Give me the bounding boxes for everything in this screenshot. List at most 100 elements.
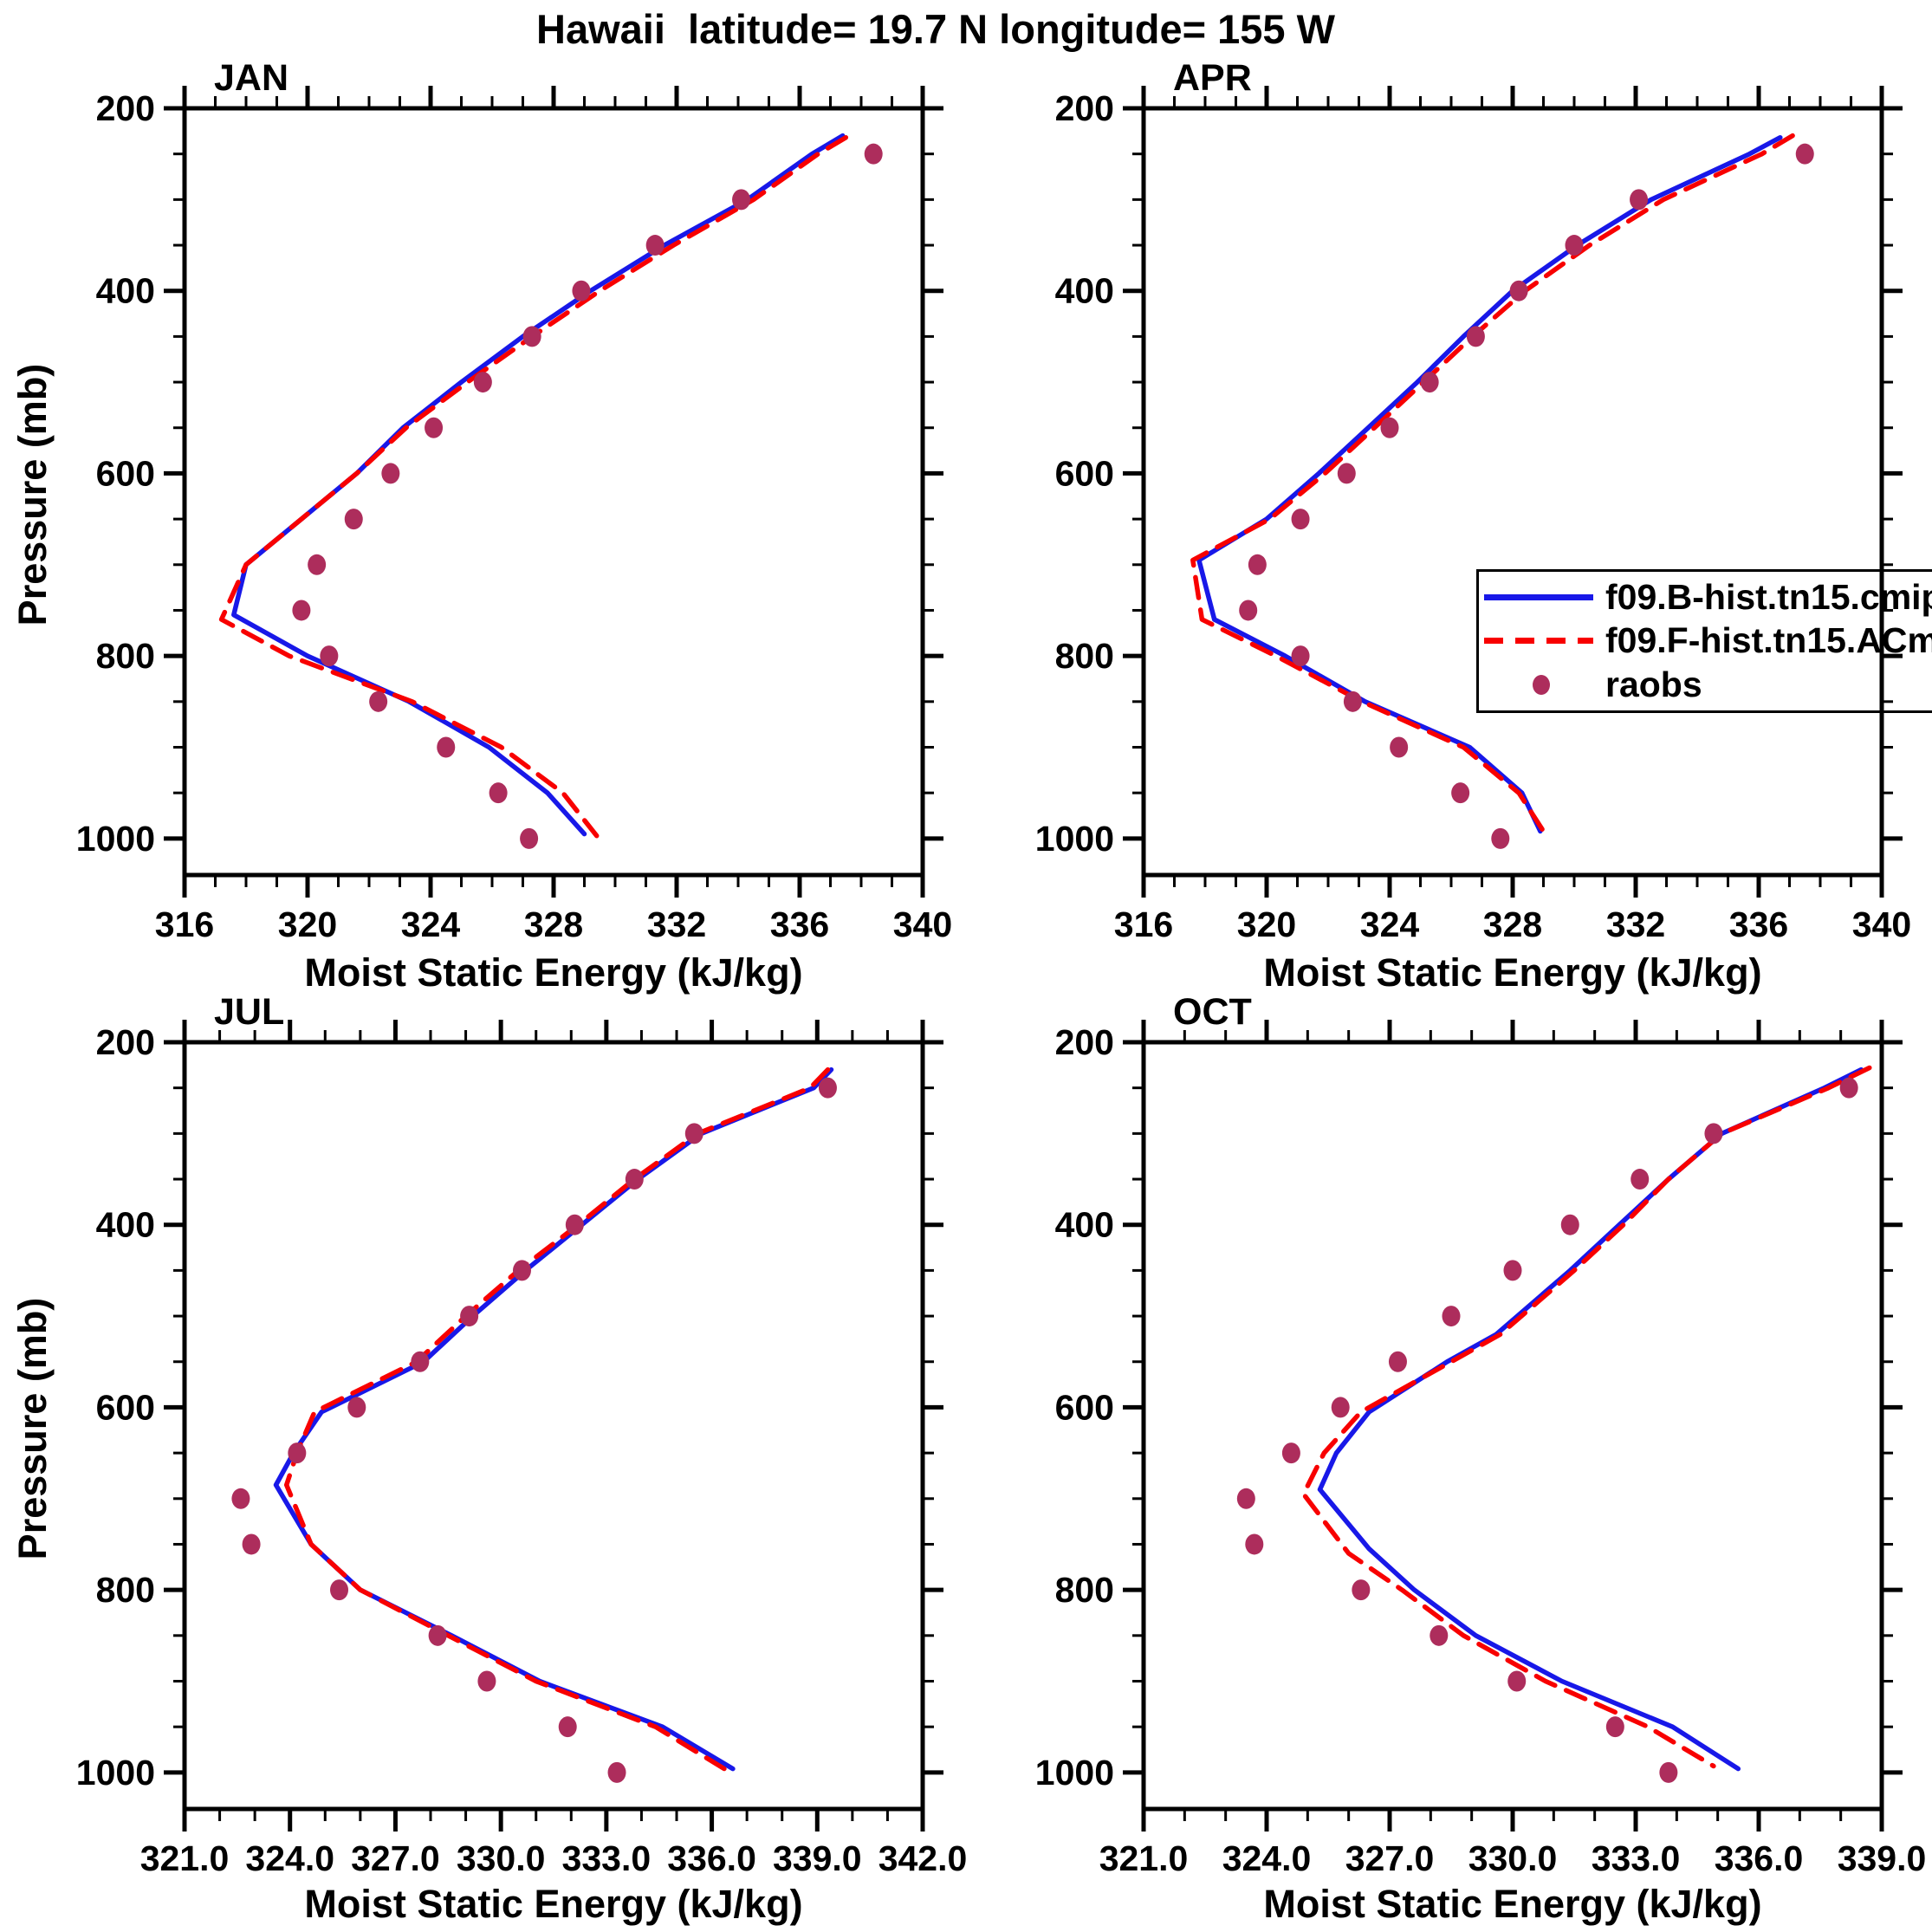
y-tick-label: 600 <box>96 1387 155 1427</box>
raobs-point <box>1430 1624 1449 1646</box>
x-tick-label: 336 <box>1729 904 1788 944</box>
legend-line-model-b <box>1484 593 1593 600</box>
x-tick-label: 324.0 <box>1222 1838 1312 1878</box>
raobs-point <box>1839 1077 1858 1099</box>
raobs-point <box>428 1624 447 1646</box>
raobs-point <box>1388 1351 1407 1372</box>
raobs-point <box>1245 1533 1264 1555</box>
raobs-points <box>231 1077 837 1783</box>
raobs-point <box>1337 463 1356 484</box>
raobs-point <box>1451 782 1470 804</box>
y-tick-label: 200 <box>1055 88 1114 128</box>
x-tick-label: 324 <box>401 904 461 944</box>
raobs-point <box>477 1670 496 1692</box>
x-tick-label: 339.0 <box>1838 1838 1927 1878</box>
raobs-point <box>1630 189 1649 211</box>
x-tick-label: 330.0 <box>1468 1838 1558 1878</box>
raobs-point <box>1281 1443 1300 1464</box>
x-tick-label: 327.0 <box>351 1838 440 1878</box>
panel-frame <box>182 1040 925 1812</box>
legend-row-raobs: raobs <box>1479 664 1932 707</box>
raobs-point <box>437 736 456 758</box>
y-tick-label: 400 <box>1055 1205 1114 1245</box>
panel-jul: 321.0 324.0 327.0 330.0 333.0 336.0 339.0 342.0… <box>76 1020 968 1878</box>
raobs-point <box>411 1351 430 1372</box>
raobs-point <box>1239 600 1258 621</box>
curve-model-f <box>1190 133 1795 834</box>
raobs-point <box>347 1397 366 1418</box>
y-tick-label: 1000 <box>76 819 155 859</box>
raobs-point <box>1380 417 1399 438</box>
y-axis-title-bottom: Pressure (mb) <box>10 1297 55 1560</box>
raobs-point <box>1491 827 1510 849</box>
panel-title-jan: JAN <box>214 57 289 99</box>
x-tick-label: 332 <box>647 904 706 944</box>
tick-labels: 321.0 324.0 327.0 330.0 333.0 336.0 339.0 342.0… <box>76 1022 968 1878</box>
x-tick-label: 332 <box>1606 904 1665 944</box>
raobs-point <box>1509 280 1528 301</box>
x-tick-label: 321.0 <box>140 1838 230 1878</box>
raobs-point <box>818 1077 837 1099</box>
x-tick-label: 328 <box>524 904 583 944</box>
axis-ticks <box>164 86 943 898</box>
legend: f09.B-hist.tn15.cmip f09.F-hist.tn15.ACm… <box>1476 569 1932 713</box>
raobs-point <box>242 1533 261 1555</box>
raobs-point <box>369 690 388 712</box>
raobs-point <box>512 1260 531 1281</box>
raobs-point <box>1565 235 1584 256</box>
figure-title: Hawaii latitude= 19.7 N longitude= 155 W <box>536 6 1335 52</box>
tick-labels: 321.0 324.0 327.0 330.0 333.0 336.0 339.0 200 40… <box>1035 1022 1927 1878</box>
y-tick-label: 600 <box>96 453 155 493</box>
raobs-point <box>864 143 883 165</box>
curve-model-f <box>218 134 849 839</box>
raobs-point <box>1659 1761 1678 1783</box>
raobs-point <box>607 1761 626 1783</box>
raobs-point <box>1291 645 1310 667</box>
curve-model-b <box>231 133 846 837</box>
raobs-point <box>288 1443 307 1464</box>
raobs-points <box>1236 1077 1858 1783</box>
raobs-point <box>645 235 665 256</box>
x-tick-label: 330.0 <box>457 1838 546 1878</box>
raobs-point <box>473 372 492 393</box>
x-axis-title-apr: Moist Static Energy (kJ/kg) <box>1263 950 1762 995</box>
raobs-point <box>231 1488 250 1509</box>
x-axis-title-jul: Moist Static Energy (kJ/kg) <box>304 1882 803 1926</box>
raobs-point <box>1442 1306 1461 1327</box>
curve-model-f <box>283 1066 831 1773</box>
raobs-point <box>381 463 400 484</box>
x-tick-label: 340 <box>893 904 952 944</box>
y-tick-label: 1000 <box>1035 819 1114 859</box>
x-tick-label: 328 <box>1483 904 1542 944</box>
raobs-point <box>1352 1579 1371 1601</box>
x-tick-label: 339.0 <box>773 1838 862 1878</box>
raobs-point <box>330 1579 349 1601</box>
panel-frame <box>182 106 925 878</box>
y-tick-label: 400 <box>96 1205 155 1245</box>
raobs-point <box>572 280 591 301</box>
raobs-point <box>565 1214 584 1235</box>
raobs-point <box>1795 143 1814 165</box>
raobs-point <box>1507 1670 1527 1692</box>
panel-title-jul: JUL <box>214 991 285 1033</box>
raobs-points <box>292 143 883 849</box>
raobs-point <box>1420 372 1439 393</box>
curve-model-f <box>1300 1065 1872 1769</box>
y-tick-label: 1000 <box>1035 1753 1114 1793</box>
raobs-point <box>425 417 444 438</box>
legend-label-raobs: raobs <box>1605 665 1702 705</box>
x-tick-label: 320 <box>278 904 337 944</box>
raobs-point <box>1503 1260 1522 1281</box>
raobs-point <box>460 1306 479 1327</box>
panel-frame <box>1141 1040 1884 1812</box>
raobs-points <box>1239 143 1814 849</box>
raobs-point <box>732 189 751 211</box>
x-tick-label: 321.0 <box>1099 1838 1189 1878</box>
x-tick-label: 336.0 <box>667 1838 756 1878</box>
raobs-point <box>292 600 311 621</box>
x-axis-title-jan: Moist Static Energy (kJ/kg) <box>304 950 803 995</box>
panel-title-apr: APR <box>1173 57 1252 99</box>
x-tick-label: 316 <box>155 904 214 944</box>
y-tick-label: 400 <box>96 271 155 311</box>
